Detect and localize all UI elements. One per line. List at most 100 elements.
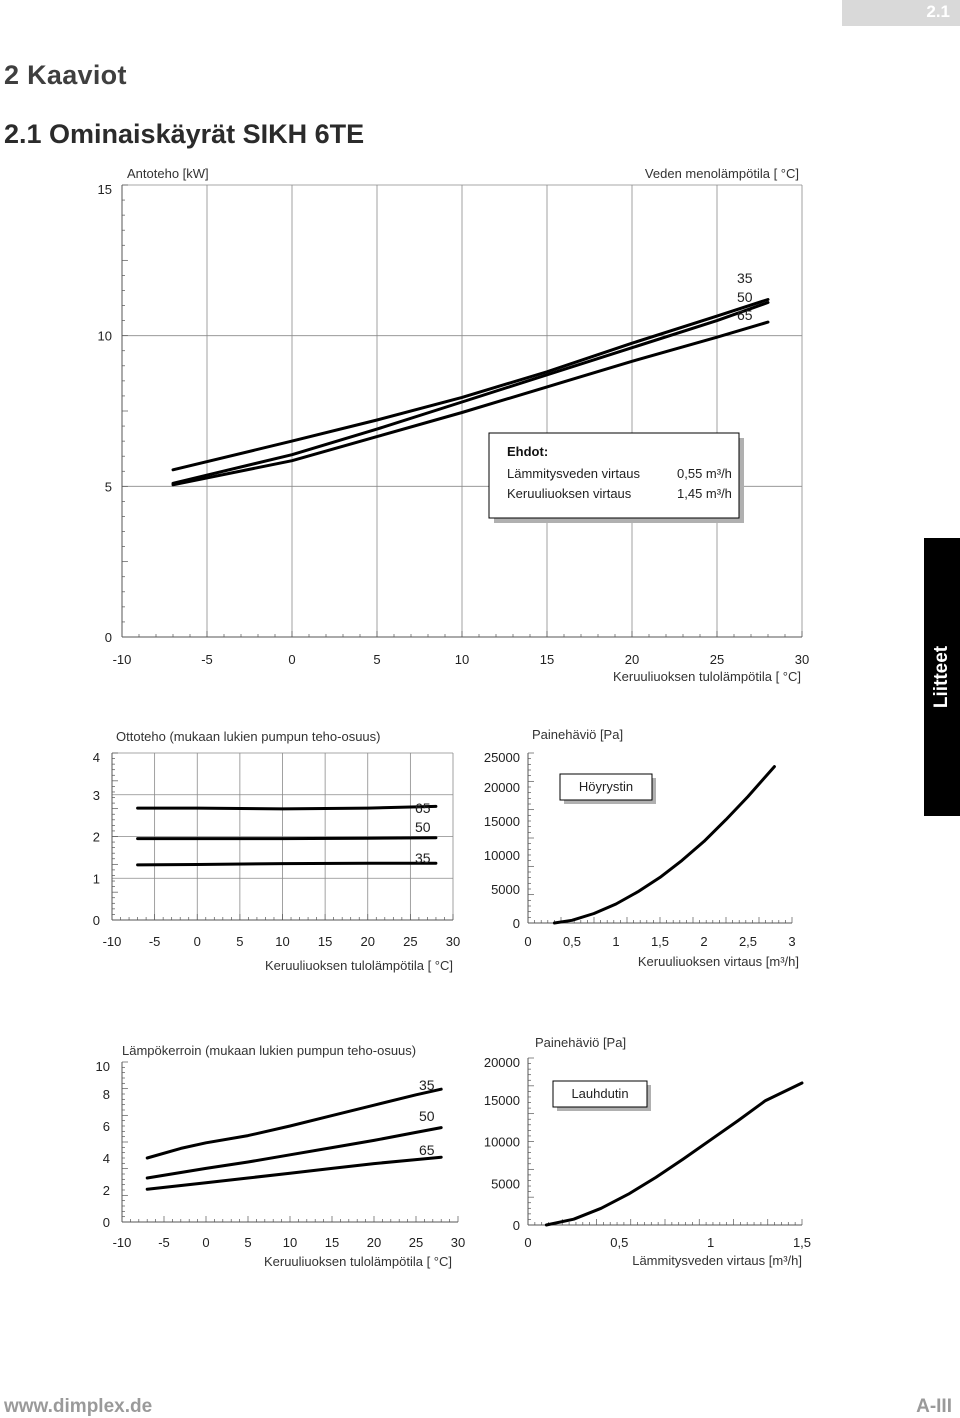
evaporator-pressure-drop-title: Painehäviö [Pa] (532, 727, 623, 742)
power-consumption-x-axis-label: Keruuliuoksen tulolämpötila [ °C] (265, 958, 453, 973)
cop-series-label: 65 (419, 1142, 435, 1158)
power-input-y-tick-label: 0 (105, 630, 112, 645)
power-consumption-title: Ottoteho (mukaan lukien pumpun teho-osuu… (116, 729, 381, 744)
side-tab[interactable]: Liitteet (924, 538, 960, 816)
power-consumption-x-tick-label: 0 (194, 934, 201, 949)
cop-x-tick-label: 30 (451, 1235, 465, 1250)
cop-series-line-65 (145, 1155, 443, 1191)
evaporator-pressure-drop-annotation-label: Höyrystin (579, 779, 633, 794)
cop-x-tick-label: 20 (367, 1235, 381, 1250)
condenser-pressure-drop-x-tick-label: 0,5 (610, 1235, 628, 1250)
cop-x-tick-label: -5 (158, 1235, 170, 1250)
power-input-x-tick-label: 10 (455, 652, 469, 667)
conditions-box (488, 432, 740, 519)
power-input-series-line-50 (171, 301, 770, 485)
power-consumption-y-tick-label: 0 (93, 913, 100, 928)
condenser-pressure-drop-y-tick-label: 10000 (484, 1135, 520, 1150)
cop-y-tick-label: 2 (103, 1183, 110, 1198)
cop-title: Lämpökerroin (mukaan lukien pumpun teho-… (122, 1043, 416, 1058)
evaporator-pressure-drop-x-tick-label: 2,5 (739, 934, 757, 949)
footer-url[interactable]: www.dimplex.de (4, 1396, 153, 1417)
cop-x-tick-label: 5 (244, 1235, 251, 1250)
conditions-heading: Ehdot: (507, 444, 548, 459)
power-consumption-series-line-65 (136, 804, 438, 811)
condenser-pressure-drop-x-tick-label: 1 (707, 1235, 714, 1250)
condenser-pressure-drop-series-line-0 (544, 1081, 804, 1227)
power-consumption-series-label: 50 (415, 819, 431, 835)
power-input-y-tick-label: 15 (98, 182, 112, 197)
power-input-series-line-35 (171, 298, 770, 472)
cop-y-tick-label: 0 (103, 1215, 110, 1230)
power-consumption-x-tick-label: -5 (149, 934, 161, 949)
conditions-row-label: Lämmitysveden virtaus (507, 466, 640, 481)
power-input-y-tick-label: 5 (105, 479, 112, 494)
condenser-pressure-drop-x-tick-label: 1,5 (793, 1235, 811, 1250)
evaporator-pressure-drop-y-tick-label: 25000 (484, 750, 520, 765)
cop-x-axis-label: Keruuliuoksen tulolämpötila [ °C] (264, 1254, 452, 1269)
power-consumption-x-tick-label: 5 (236, 934, 243, 949)
power-input-series-label: 65 (737, 307, 753, 323)
evaporator-pressure-drop-y-tick-label: 15000 (484, 814, 520, 829)
evaporator-pressure-drop-annotation-box (559, 773, 653, 801)
evaporator-pressure-drop-x-tick-label: 1,5 (651, 934, 669, 949)
power-input-y-tick-label: 10 (98, 329, 112, 344)
evaporator-pressure-drop-y-tick-label: 0 (513, 916, 520, 931)
power-consumption-series-label: 35 (415, 850, 431, 866)
conditions-row-value: 0,55 m³/h (677, 466, 732, 481)
power-input-legend-title: Veden menolämpötila [ °C] (645, 166, 799, 181)
page-number-tab: 2.1 (842, 0, 960, 26)
condenser-pressure-drop-y-tick-label: 0 (513, 1218, 520, 1233)
cop-series-line-35 (145, 1087, 443, 1160)
power-consumption-y-tick-label: 3 (93, 788, 100, 803)
evaporator-pressure-drop-x-axis-label: Keruuliuoksen virtaus [m³/h] (638, 954, 799, 969)
power-input-x-tick-label: 20 (625, 652, 639, 667)
cop-y-tick-label: 6 (103, 1119, 110, 1134)
cop-series-label: 50 (419, 1108, 435, 1124)
condenser-pressure-drop-y-tick-label: 5000 (491, 1176, 520, 1191)
condenser-pressure-drop-title: Painehäviö [Pa] (535, 1035, 626, 1050)
section-title: 2.1 Ominaiskäyrät SIKH 6TE (4, 119, 365, 149)
power-input-x-tick-label: 0 (288, 652, 295, 667)
evaporator-pressure-drop-x-tick-label: 0,5 (563, 934, 581, 949)
cop-y-tick-label: 4 (103, 1151, 110, 1166)
power-input-x-tick-label: 25 (710, 652, 724, 667)
condenser-pressure-drop-y-tick-label: 15000 (484, 1093, 520, 1108)
cop-x-tick-label: -10 (113, 1235, 132, 1250)
power-consumption-series-line-50 (136, 836, 438, 841)
power-consumption-x-tick-label: -10 (103, 934, 122, 949)
power-consumption-y-tick-label: 4 (93, 750, 100, 765)
condenser-pressure-drop-y-tick-label: 20000 (484, 1055, 520, 1070)
power-consumption-x-tick-label: 15 (318, 934, 332, 949)
power-consumption-x-tick-label: 25 (403, 934, 417, 949)
power-input-x-tick-label: -10 (113, 652, 132, 667)
power-input-series-label: 50 (737, 289, 753, 305)
cop-series-line-50 (145, 1126, 443, 1180)
power-consumption-x-tick-label: 20 (361, 934, 375, 949)
cop-series-label: 35 (419, 1077, 435, 1093)
power-input-x-tick-label: 15 (540, 652, 554, 667)
power-consumption-y-tick-label: 1 (93, 871, 100, 886)
power-input-series-label: 35 (737, 270, 753, 286)
power-input-x-axis-label: Keruuliuoksen tulolämpötila [ °C] (613, 669, 801, 684)
power-consumption-x-tick-label: 30 (446, 934, 460, 949)
page-number: 2.1 (926, 2, 950, 21)
cop-x-tick-label: 15 (325, 1235, 339, 1250)
evaporator-pressure-drop-y-tick-label: 5000 (491, 882, 520, 897)
cop-x-tick-label: 0 (202, 1235, 209, 1250)
evaporator-pressure-drop-y-tick-label: 20000 (484, 780, 520, 795)
power-input-x-tick-label: 5 (373, 652, 380, 667)
conditions-row-label: Keruuliuoksen virtaus (507, 486, 632, 501)
condenser-pressure-drop-annotation-label: Lauhdutin (571, 1086, 628, 1101)
footer-page-id: A-III (916, 1396, 952, 1417)
cop-x-tick-label: 25 (409, 1235, 423, 1250)
condenser-pressure-drop-x-axis-label: Lämmitysveden virtaus [m³/h] (632, 1253, 802, 1268)
evaporator-pressure-drop-x-tick-label: 0 (524, 934, 531, 949)
power-input-x-tick-label: -5 (201, 652, 213, 667)
cop-y-tick-label: 10 (96, 1059, 110, 1074)
evaporator-pressure-drop-series-line-0 (552, 765, 776, 925)
condenser-pressure-drop-annotation-box (552, 1080, 648, 1108)
evaporator-pressure-drop-x-tick-label: 2 (700, 934, 707, 949)
evaporator-pressure-drop-x-tick-label: 3 (788, 934, 795, 949)
cop-x-tick-label: 10 (283, 1235, 297, 1250)
